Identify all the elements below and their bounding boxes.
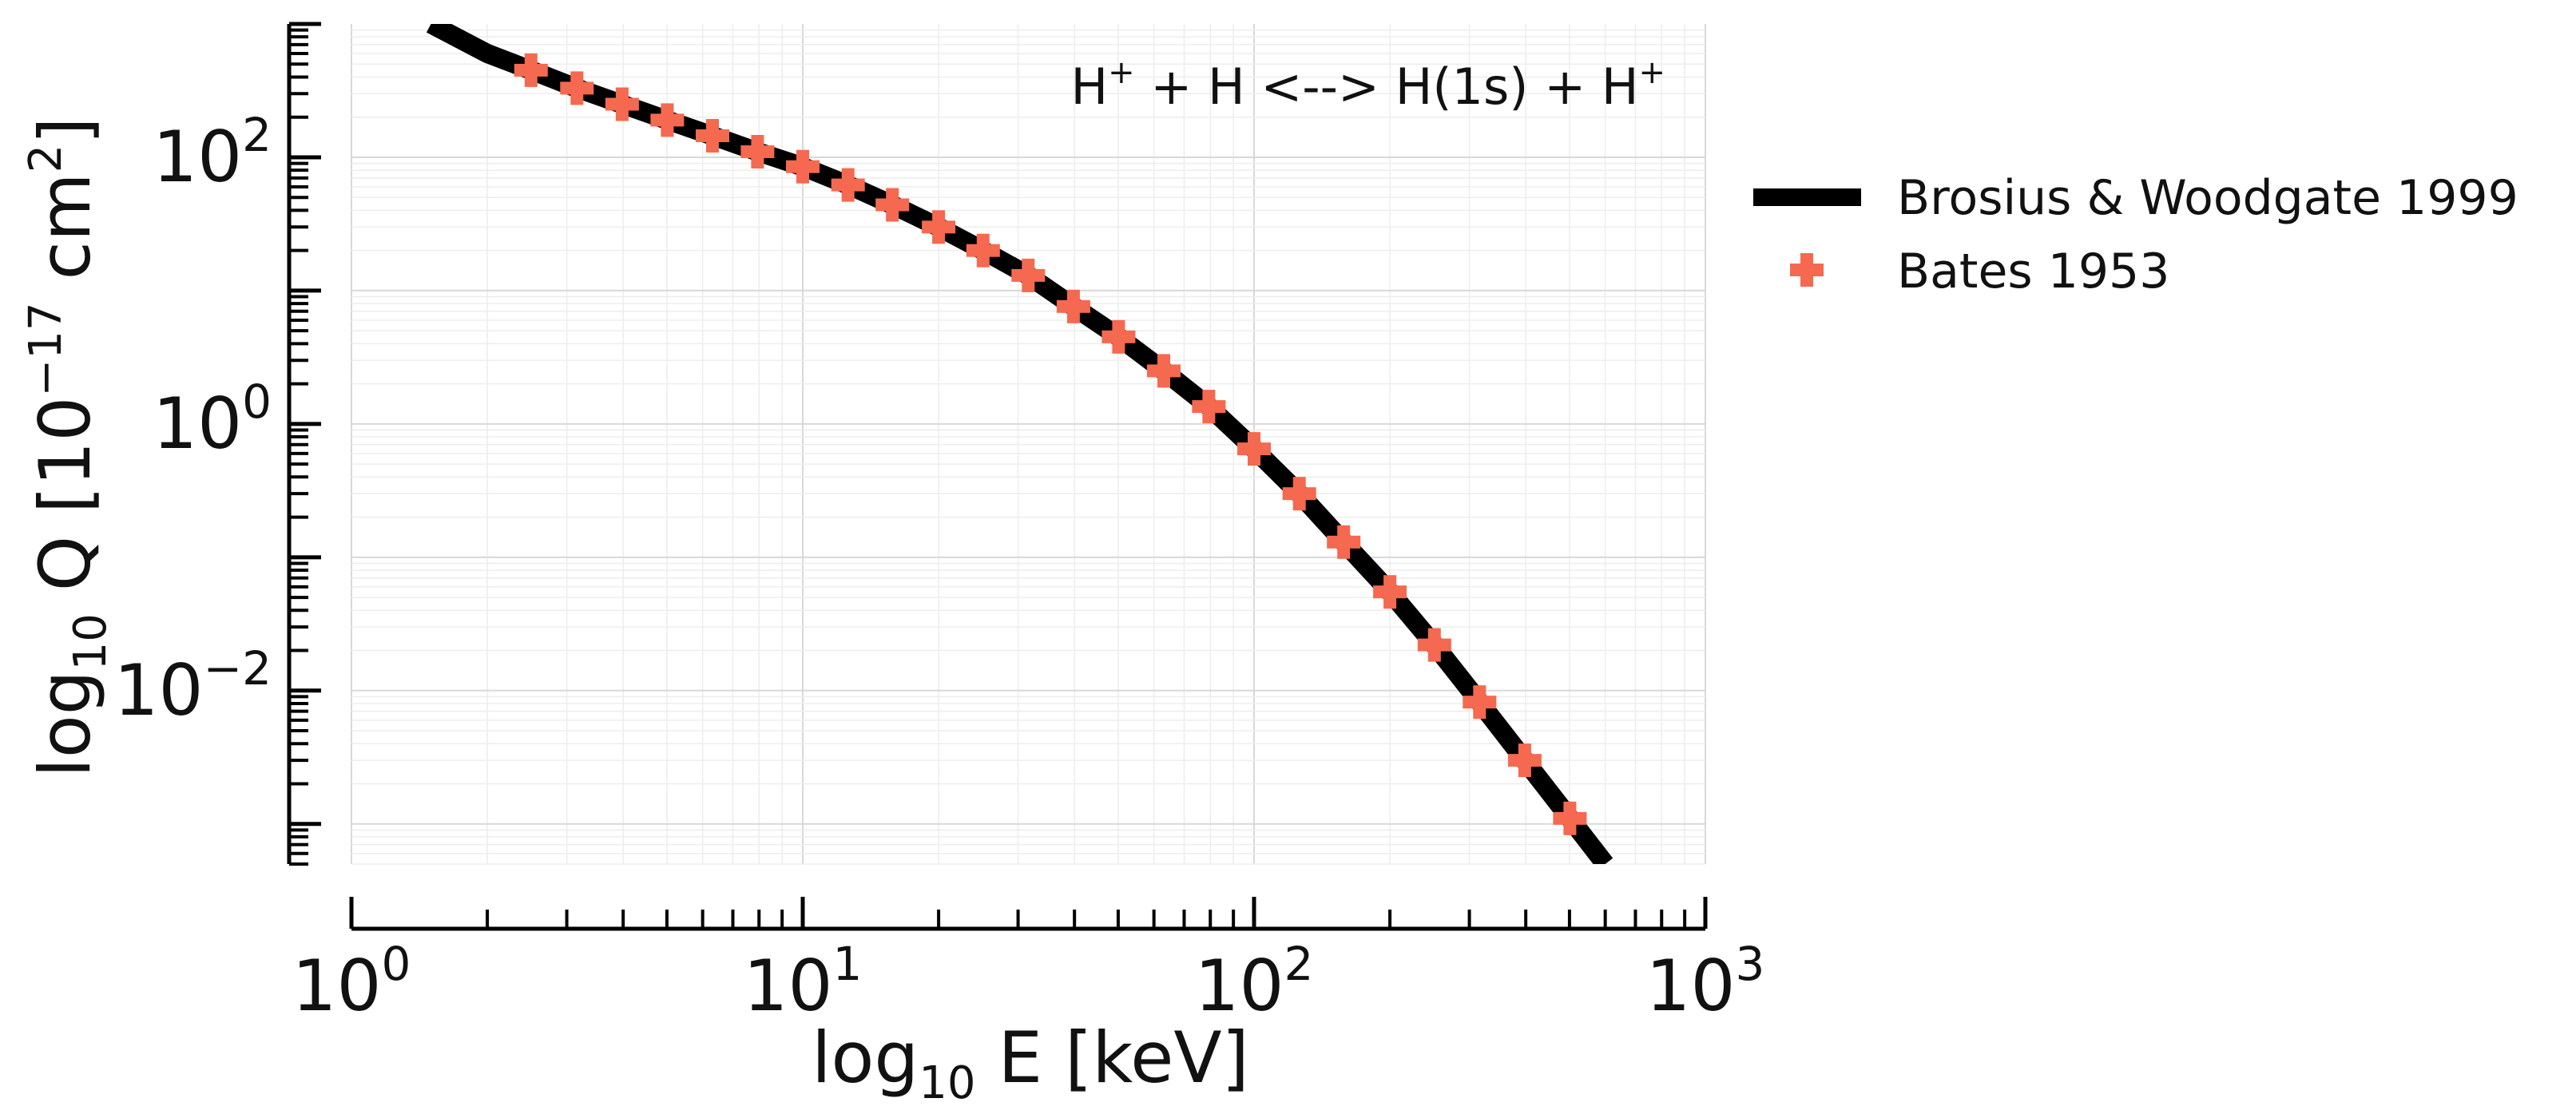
- data-point-bates: [1282, 477, 1316, 511]
- data-point-bates: [1463, 685, 1497, 720]
- data-point-bates: [1327, 525, 1361, 559]
- y-tick-label: 102: [153, 108, 272, 198]
- y-tick-label: 10−2: [114, 641, 272, 731]
- x-tick-label: 100: [292, 937, 411, 1027]
- legend-marker-swatch: [1790, 253, 1824, 287]
- data-point-bates: [1192, 390, 1226, 424]
- data-point-bates: [875, 188, 910, 222]
- data-point-bates: [966, 233, 1000, 268]
- series-layer: [426, 24, 1613, 864]
- data-point-bates: [786, 149, 820, 184]
- data-point-bates: [560, 71, 594, 105]
- x-tick-label: 101: [744, 937, 863, 1027]
- data-point-bates: [1056, 289, 1090, 323]
- data-point-bates: [1507, 743, 1542, 778]
- legend: Brosius & Woodgate 1999 Bates 1953: [1753, 170, 2518, 299]
- x-tick-label: 103: [1646, 937, 1765, 1027]
- data-point-bates: [605, 87, 639, 121]
- data-point-bates: [650, 103, 685, 137]
- legend-label-bates: Bates 1953: [1897, 244, 2169, 299]
- data-point-bates: [1011, 258, 1046, 292]
- data-point-bates: [831, 168, 865, 202]
- data-point-bates: [696, 119, 729, 153]
- data-point-bates: [1101, 319, 1136, 354]
- grid: [351, 24, 1706, 865]
- x-axis: 100 101 102 103: [292, 897, 1765, 1027]
- data-point-bates: [1373, 575, 1407, 609]
- data-point-bates: [1147, 354, 1181, 388]
- legend-label-brosius: Brosius & Woodgate 1999: [1897, 170, 2518, 226]
- data-point-bates: [740, 135, 775, 168]
- data-point-bates: [1237, 432, 1271, 466]
- y-tick-label: 100: [153, 375, 272, 465]
- data-point-bates: [922, 210, 956, 244]
- y-axis: 102 100 10−2: [114, 22, 321, 866]
- x-axis-title: log10 E [keV]: [812, 1017, 1249, 1109]
- data-point-bates: [514, 53, 548, 87]
- data-point-bates: [1553, 801, 1587, 835]
- data-point-bates: [1417, 628, 1451, 662]
- y-axis-title: log10 Q [10−17 cm2]: [20, 117, 117, 777]
- reaction-annotation: H+ + H <--> H(1s) + H+: [1070, 54, 1665, 116]
- x-tick-label: 102: [1195, 937, 1314, 1027]
